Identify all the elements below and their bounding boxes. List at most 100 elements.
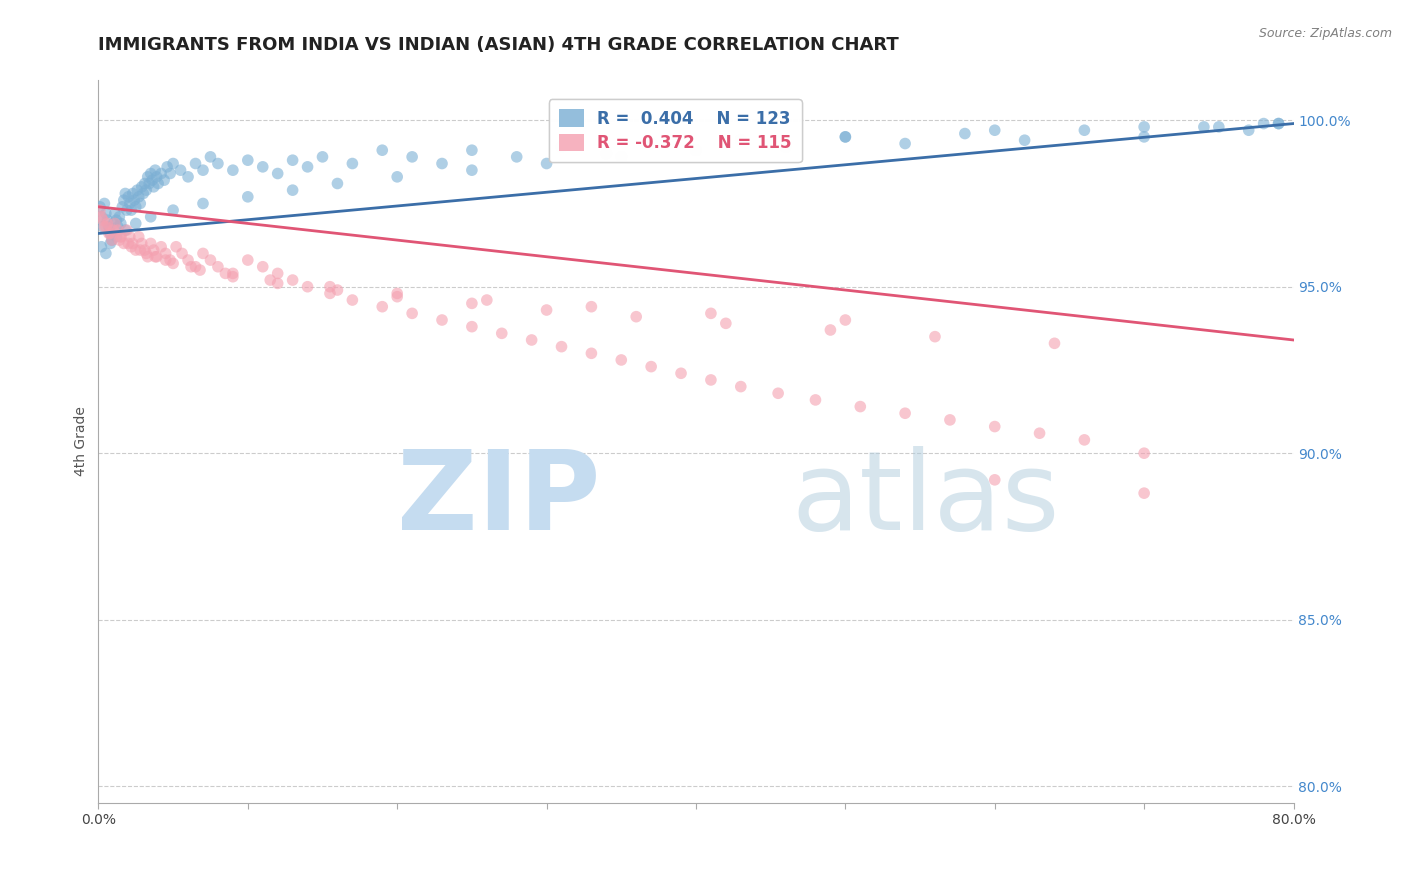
Y-axis label: 4th Grade: 4th Grade xyxy=(75,407,89,476)
Point xyxy=(281,153,304,168)
Text: Source: ZipAtlas.com: Source: ZipAtlas.com xyxy=(1258,27,1392,40)
Point xyxy=(236,190,259,204)
Point xyxy=(97,227,120,241)
Point xyxy=(834,129,856,144)
Point xyxy=(153,173,176,187)
Point xyxy=(319,286,342,301)
Point xyxy=(96,217,118,231)
Point xyxy=(117,236,139,251)
Point xyxy=(103,217,125,231)
Point xyxy=(610,150,633,164)
Point xyxy=(401,150,423,164)
Point xyxy=(385,169,409,184)
Point xyxy=(259,273,281,287)
Point xyxy=(550,340,572,354)
Point xyxy=(184,156,207,170)
Point xyxy=(98,236,122,251)
Point xyxy=(191,163,214,178)
Point xyxy=(1267,117,1289,131)
Text: atlas: atlas xyxy=(792,446,1060,553)
Point xyxy=(834,129,856,144)
Point xyxy=(200,150,222,164)
Point xyxy=(139,236,162,251)
Point xyxy=(115,223,138,237)
Point xyxy=(759,136,782,151)
Point xyxy=(1073,433,1095,447)
Point xyxy=(132,186,155,201)
Point xyxy=(129,196,152,211)
Point xyxy=(172,246,194,260)
Point xyxy=(401,306,423,320)
Point xyxy=(1043,336,1066,351)
Point xyxy=(804,392,827,407)
Point xyxy=(685,143,707,157)
Point xyxy=(128,190,150,204)
Point xyxy=(156,160,179,174)
Point xyxy=(112,236,135,251)
Point xyxy=(143,250,166,264)
Point xyxy=(142,179,165,194)
Point xyxy=(162,156,184,170)
Point xyxy=(461,143,484,157)
Point xyxy=(97,219,120,234)
Point xyxy=(120,203,142,218)
Point xyxy=(1014,133,1036,147)
Point xyxy=(953,127,976,141)
Point xyxy=(506,150,529,164)
Point xyxy=(236,153,259,168)
Point xyxy=(342,293,364,307)
Point xyxy=(103,223,125,237)
Point xyxy=(121,186,143,201)
Point xyxy=(169,163,191,178)
Point xyxy=(159,253,181,268)
Point xyxy=(461,163,484,178)
Point xyxy=(139,210,162,224)
Point xyxy=(640,136,662,151)
Point xyxy=(134,177,156,191)
Point xyxy=(125,243,148,257)
Point xyxy=(101,233,124,247)
Point xyxy=(110,217,132,231)
Point xyxy=(430,156,453,170)
Point xyxy=(849,400,872,414)
Point xyxy=(1073,123,1095,137)
Point xyxy=(139,167,162,181)
Point xyxy=(550,140,572,154)
Point xyxy=(177,253,200,268)
Point xyxy=(700,306,723,320)
Point xyxy=(107,219,129,234)
Point xyxy=(326,283,349,297)
Point xyxy=(96,213,118,227)
Point xyxy=(207,156,229,170)
Point xyxy=(1267,117,1289,131)
Point xyxy=(90,210,112,224)
Point xyxy=(252,260,274,274)
Point xyxy=(267,167,290,181)
Point xyxy=(430,313,453,327)
Point xyxy=(91,219,114,234)
Point xyxy=(150,240,173,254)
Point xyxy=(730,379,752,393)
Point xyxy=(326,177,349,191)
Point xyxy=(110,229,132,244)
Point xyxy=(110,229,132,244)
Point xyxy=(371,300,394,314)
Point xyxy=(90,210,112,224)
Point xyxy=(107,223,129,237)
Point xyxy=(134,243,156,257)
Point xyxy=(131,236,153,251)
Point xyxy=(101,233,124,247)
Point xyxy=(894,136,917,151)
Point xyxy=(165,240,187,254)
Point xyxy=(138,177,160,191)
Point xyxy=(939,413,962,427)
Point xyxy=(155,246,177,260)
Point xyxy=(714,316,737,330)
Point xyxy=(319,279,342,293)
Point xyxy=(536,303,558,318)
Point xyxy=(536,156,558,170)
Point xyxy=(281,183,304,197)
Point xyxy=(581,300,603,314)
Point xyxy=(222,269,245,284)
Point xyxy=(177,169,200,184)
